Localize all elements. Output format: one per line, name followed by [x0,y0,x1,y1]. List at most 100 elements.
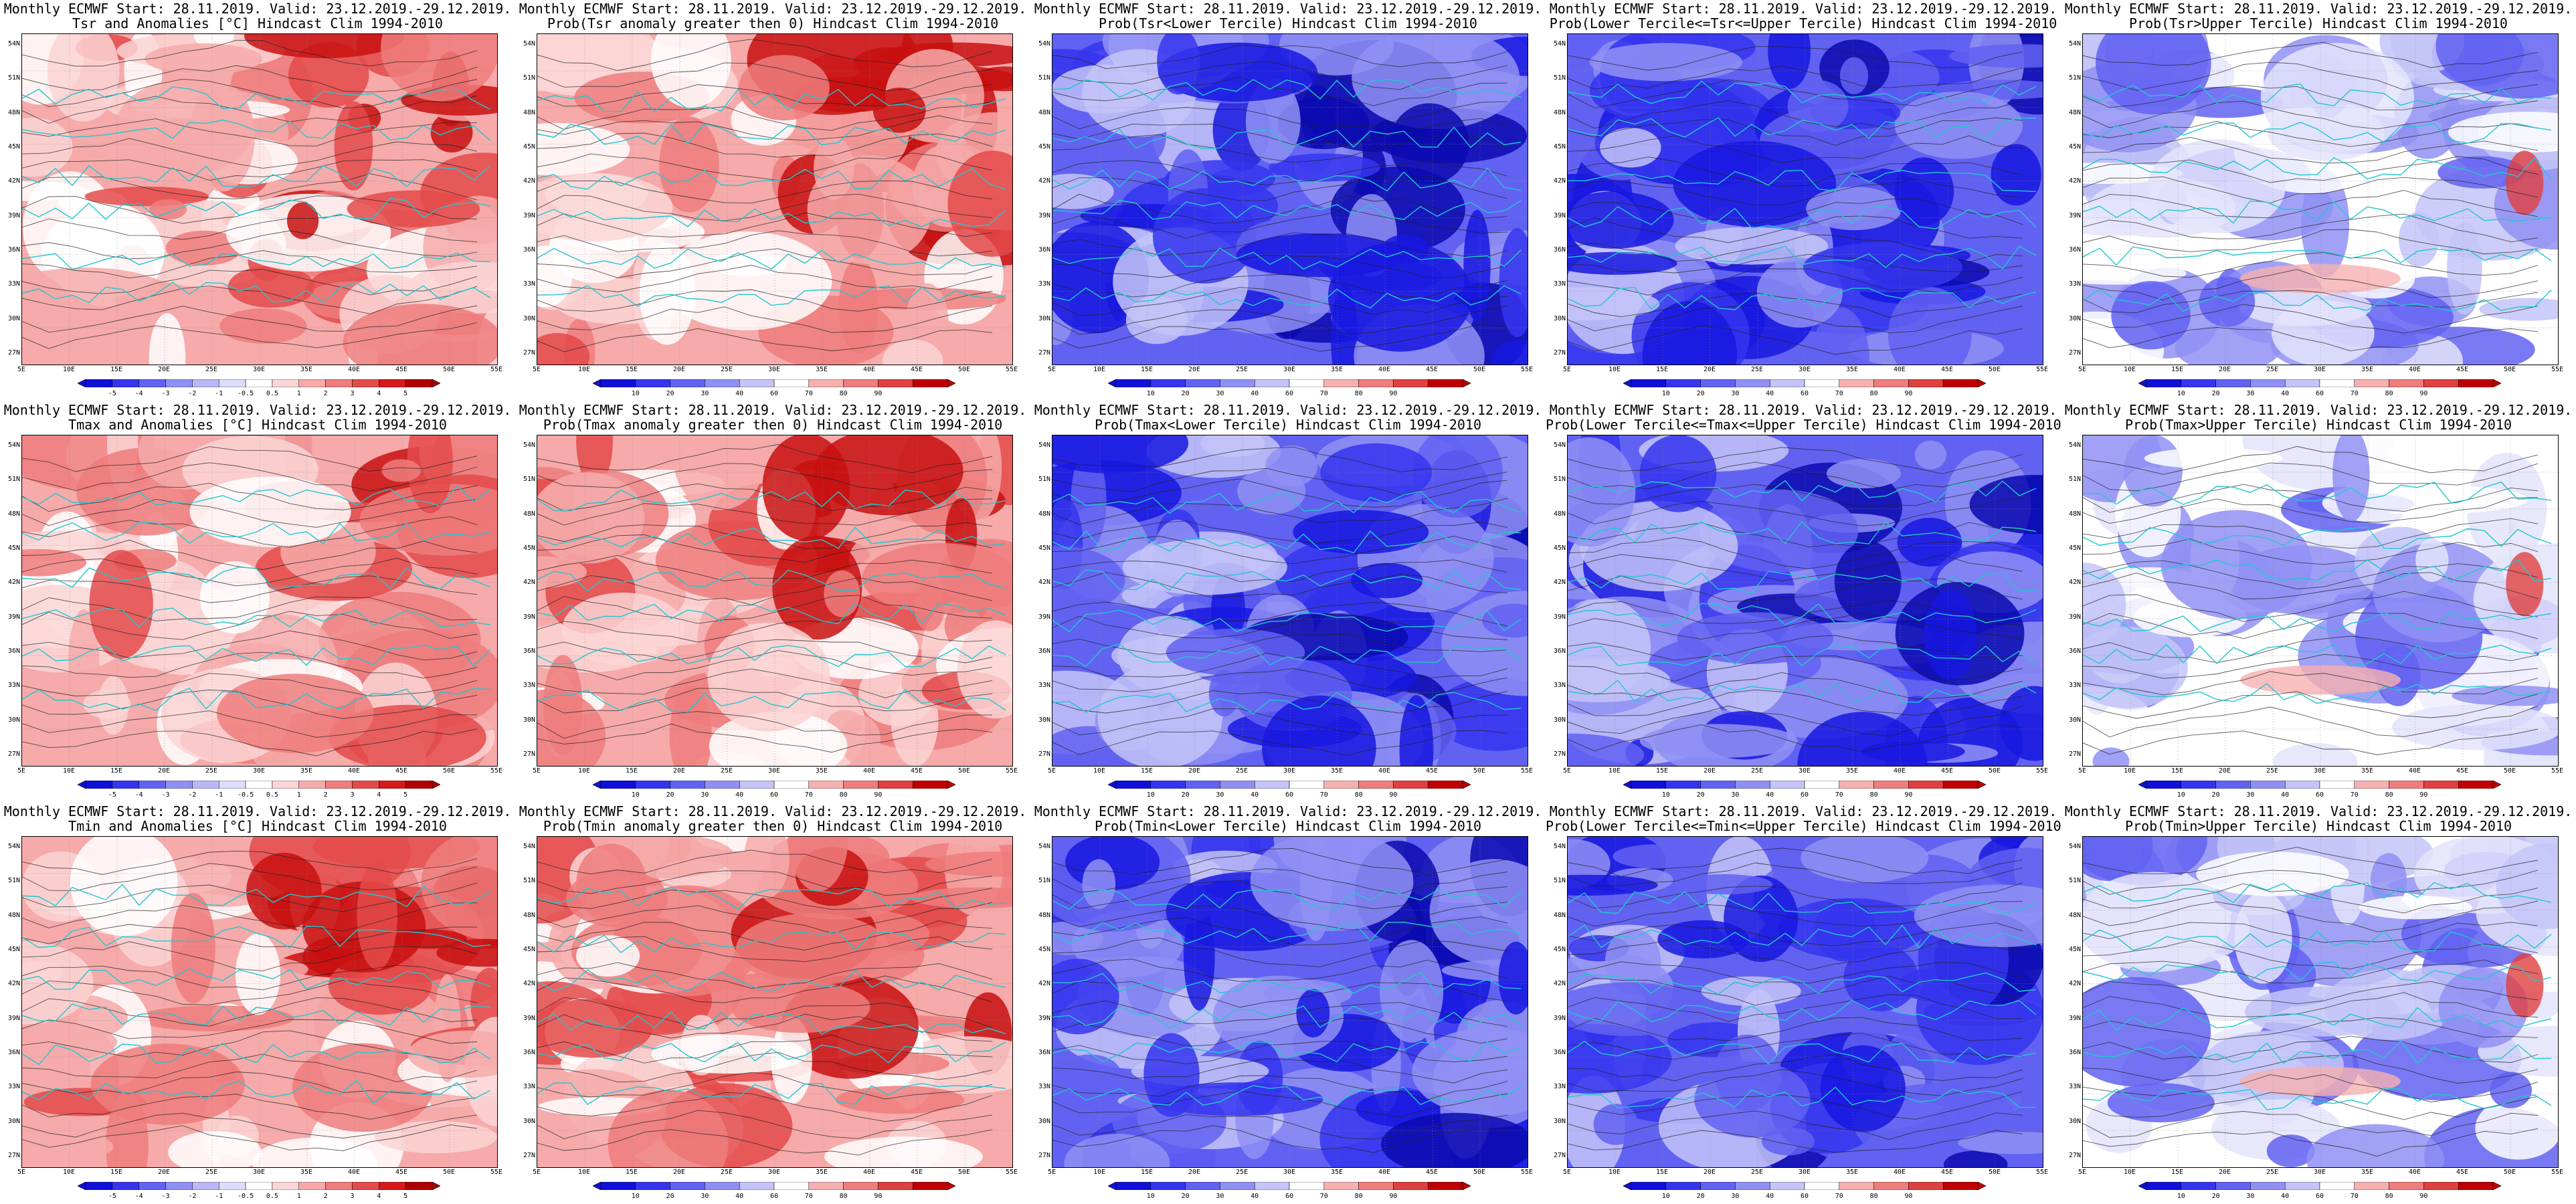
lon-label: 10E [1608,366,1621,373]
colorbar-tick-label: -0.5 [238,791,254,799]
lon-label: 50E [957,1169,971,1176]
contour-line [1052,287,1508,316]
colorbar-tick-label: 80 [1869,1193,1878,1200]
colorbar-arrow-left [1623,1182,1632,1190]
lon-label: 50E [2503,366,2516,373]
contour-line [537,444,993,474]
contour-line [2083,1111,2539,1138]
lat-label: 30N [7,716,20,724]
lat-label: 30N [7,1117,20,1125]
contour-line [1568,994,2023,1022]
field-shade [576,935,640,977]
contour-line [1052,652,1508,678]
field-shade [2092,747,2130,766]
field-shade [2160,510,2312,619]
colorbar-segment [298,781,326,789]
field-shade [1639,435,1717,512]
contour-line [537,305,993,333]
coastline [537,88,1006,113]
lon-label: 55E [2035,366,2049,373]
field-shade [1894,91,2023,159]
field-shade [47,34,120,122]
map-field [1567,33,2043,365]
field-shade [1894,157,1954,226]
colorbar-segment [2354,781,2389,789]
coastline [1568,972,2037,995]
contour-line [2083,691,2539,719]
panel-title-line2: Prob(Tmin<Lower Tercile) Hindcast Clim 1… [1095,818,1481,834]
colorbar-arrow-left [1108,781,1117,789]
lat-label: 33N [2068,1083,2081,1091]
lon-label: 15E [110,366,123,373]
contour-line [22,941,478,971]
field-shade [1429,859,1528,965]
colorbar-arrow-right [947,1182,955,1190]
contour-line [1568,268,2023,296]
colorbar-segment [2319,781,2355,789]
colorbar-tick-label: 80 [1354,390,1363,397]
contour-line [1568,613,2023,640]
lon-label: 30E [767,366,781,373]
lat-label: 30N [523,314,535,322]
colorbar-tick-label: 30 [701,1193,709,1200]
contour-line [537,534,993,563]
colorbar-arrow-left [2138,379,2147,387]
map-panel-tmin-prob-middle: Monthly ECMWF Start: 28.11.2019. Valid: … [1546,803,2061,1204]
lat-label: 30N [1553,716,1566,724]
field-shade [1991,144,2041,206]
lat-label: 48N [523,510,535,518]
field-shade [145,43,263,75]
lon-label: 50E [442,366,456,373]
contour-line [537,962,993,989]
field-shade [1380,940,1444,1043]
colorbar-tick-label: 60 [1285,791,1294,799]
lat-label: 33N [7,280,20,288]
lon-label: 15E [2171,767,2184,775]
field-shade [1593,1104,1639,1145]
colorbar-tick-label: -2 [188,1193,197,1200]
colorbar-tick-label: 3 [350,1193,355,1200]
lat-label: 33N [523,1083,535,1091]
colorbar-tick-label: 30 [1731,1193,1740,1200]
colorbar-segment [1769,379,1805,387]
lat-label: 39N [7,211,20,219]
lat-label: 45N [2068,143,2081,150]
lat-label: 42N [2068,980,2081,988]
field-shade [1992,255,2031,302]
contour-line [1052,478,1508,508]
field-shade [2437,156,2526,189]
contour-line [1568,724,2023,752]
map-field [1052,33,1528,365]
coastline [537,930,1006,954]
colorbar-segment [325,781,353,789]
contour-line [537,617,993,643]
colorbar-tick-label: 80 [2385,791,2393,799]
colorbar-tick-label: 40 [1766,791,1774,799]
colorbar-segment [165,379,193,387]
field-shade [22,181,85,201]
lon-label: 15E [1140,767,1154,775]
colorbar-segment [85,781,113,789]
field-shade [1811,307,1869,365]
coastline [1568,924,2037,949]
coastline [537,247,1006,270]
panel-title-line1: Monthly ECMWF Start: 28.11.2019. Valid: … [519,803,1027,819]
contour-line [537,1034,993,1064]
lon-label: 50E [442,767,456,775]
colorbar-arrow-right [2492,379,2501,387]
colorbar-tick-label: 20 [1181,390,1190,397]
field-shade [2083,563,2126,647]
field-shade [1806,187,1902,231]
lat-label: 39N [7,1014,20,1022]
map-panel-tmax-prob-gt0: Monthly ECMWF Start: 28.11.2019. Valid: … [515,401,1030,803]
colorbar-segment [272,1182,300,1190]
contour-line [1568,554,2023,581]
colorbar-tick-label: 10 [1661,1193,1670,1200]
field-shade [957,620,1012,719]
colorbar-segment [139,379,166,387]
contour-line [2083,1054,2539,1084]
lon-label: 25E [205,366,218,373]
field-shade [608,1089,729,1167]
lat-label: 27N [2068,349,2081,357]
field-shade [537,999,653,1058]
